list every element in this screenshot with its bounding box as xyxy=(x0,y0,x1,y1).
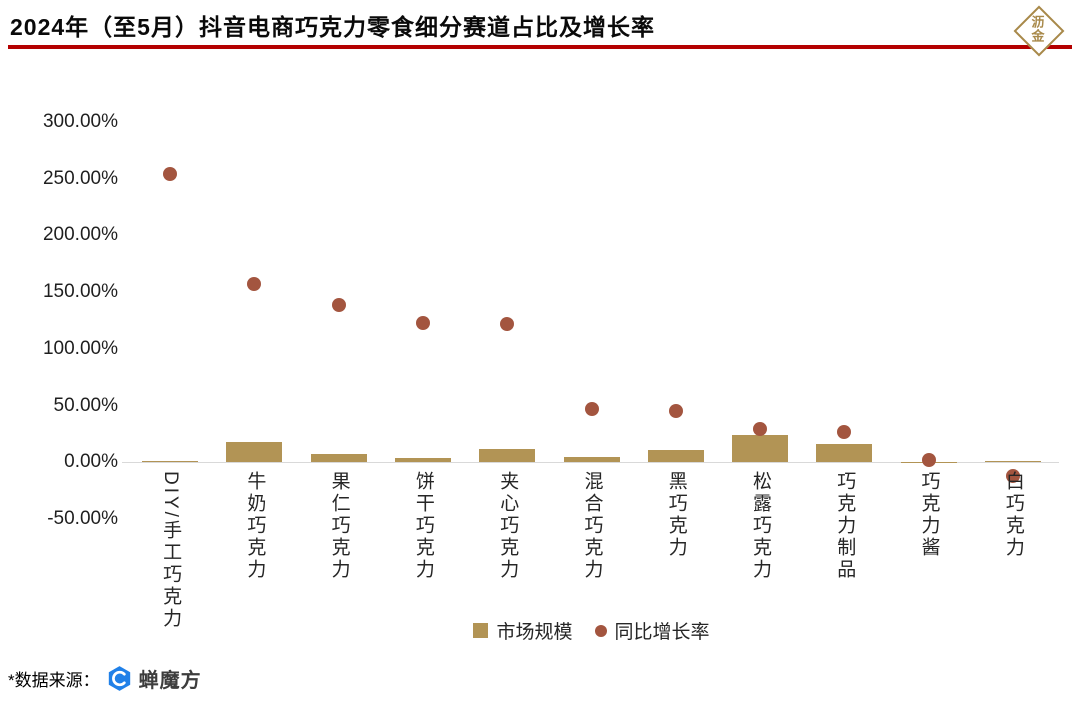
brand-logo-text: 沥金 xyxy=(1029,15,1045,43)
source-name: 蝉魔方 xyxy=(138,670,202,692)
dot-yoy-growth xyxy=(921,453,936,468)
y-axis-tick-label: 100.00% xyxy=(42,337,118,359)
x-axis-category-label: 夹心巧克力 xyxy=(497,471,519,581)
legend-item: 同比增长率 xyxy=(594,617,710,644)
bar-market-size xyxy=(394,457,451,463)
legend-dot-marker xyxy=(594,624,607,637)
bar-market-size xyxy=(310,454,367,463)
chart-plot-area xyxy=(122,122,1059,519)
data-source-footer: *数据来源： 蝉魔方 xyxy=(8,664,202,693)
x-axis-category-label: 饼干巧克力 xyxy=(412,471,434,581)
x-axis-category-label: 巧克力酱 xyxy=(918,471,940,559)
dot-yoy-growth xyxy=(163,167,178,182)
bar-market-size xyxy=(142,461,199,463)
y-axis-tick-label: 200.00% xyxy=(42,224,118,246)
x-axis: DIY/手工巧克力 牛奶巧克力 果仁巧克力 饼干巧克力 夹心巧克力 混合巧克力 黑巧克力 松露… xyxy=(128,471,1055,643)
dot-yoy-growth xyxy=(584,401,599,416)
x-axis-category-label: 混合巧克力 xyxy=(581,471,603,581)
x-axis-category-label: DIY/手工巧克力 xyxy=(160,471,182,630)
legend-label: 市场规模 xyxy=(496,622,573,643)
chanmofang-logo-icon xyxy=(106,665,133,692)
legend-item: 市场规模 xyxy=(473,617,573,644)
dot-yoy-growth xyxy=(500,316,515,331)
bar-market-size xyxy=(647,449,704,463)
dot-yoy-growth xyxy=(247,277,262,292)
y-axis-tick-label: 0.00% xyxy=(64,451,118,473)
y-axis-tick-label: 250.00% xyxy=(42,167,118,189)
x-axis-category-label: 黑巧克力 xyxy=(665,471,687,559)
y-axis-tick-label: 150.00% xyxy=(42,281,118,303)
x-axis-category-label: 松露巧克力 xyxy=(750,471,771,581)
chart-legend: 市场规模 同比增长率 xyxy=(128,617,1055,644)
dot-yoy-growth xyxy=(1005,468,1020,483)
y-axis: 300.00% 250.00% 200.00% 150.00% 100.00% 50.00… xyxy=(0,111,118,529)
page-title: 2024年（至5月）抖音电商巧克力零食细分赛道占比及增长率 xyxy=(10,14,655,40)
source-label: *数据来源： xyxy=(8,671,100,690)
bar-market-size xyxy=(984,461,1041,463)
legend-square-marker xyxy=(473,623,489,638)
x-axis-category-label: 果仁巧克力 xyxy=(328,471,350,581)
dot-yoy-growth xyxy=(331,297,346,312)
bar-market-size xyxy=(226,441,283,463)
bar-market-size xyxy=(563,457,620,463)
dot-yoy-growth xyxy=(415,315,430,330)
title-underline xyxy=(8,45,1072,49)
dot-yoy-growth xyxy=(668,404,683,419)
legend-label: 同比增长率 xyxy=(614,622,710,643)
x-axis-category-label: 白巧克力 xyxy=(1002,471,1024,559)
y-axis-tick-label: 300.00% xyxy=(42,111,118,132)
bar-market-size xyxy=(732,435,789,463)
lijin-brand-logo: 沥金 xyxy=(1010,2,1065,57)
dot-yoy-growth xyxy=(753,422,768,437)
y-axis-tick-label: -50.00% xyxy=(47,508,118,529)
dot-yoy-growth xyxy=(837,424,852,439)
x-axis-line xyxy=(122,462,1059,464)
y-axis-tick-label: 50.00% xyxy=(53,394,118,416)
bar-market-size xyxy=(816,444,873,463)
bar-market-size xyxy=(479,448,536,463)
x-axis-category-label: 牛奶巧克力 xyxy=(244,471,266,581)
x-axis-category-label: 巧克力制品 xyxy=(834,471,856,581)
